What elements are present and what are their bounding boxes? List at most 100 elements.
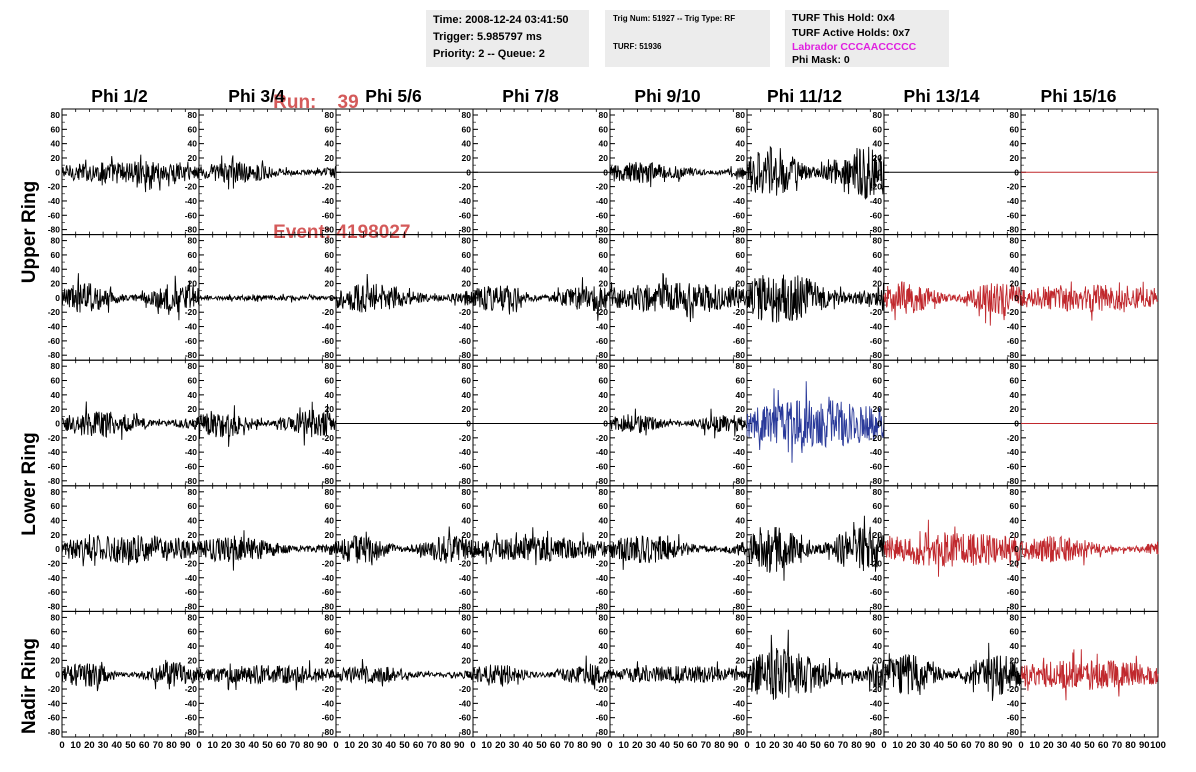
y-tick-label: -20 xyxy=(596,684,609,694)
y-tick-label: 20 xyxy=(1010,153,1020,163)
column-header-phi-15-16: Phi 15/16 xyxy=(1040,86,1117,106)
waveform-series xyxy=(746,381,885,463)
y-tick-label: 80 xyxy=(462,487,472,497)
y-tick-label: -80 xyxy=(1007,601,1020,611)
y-tick-label: 20 xyxy=(462,530,472,540)
x-tick-label: 50 xyxy=(399,740,410,751)
y-tick-label: -80 xyxy=(48,476,61,486)
y-tick-label: 40 xyxy=(51,264,61,274)
y-tick-label: -60 xyxy=(870,461,883,471)
y-tick-label: -80 xyxy=(322,476,335,486)
y-tick-label: -20 xyxy=(596,307,609,317)
y-tick-label: 40 xyxy=(873,641,883,651)
y-tick-label: 0 xyxy=(55,544,60,554)
y-tick-label: -20 xyxy=(733,307,746,317)
y-tick-label: -40 xyxy=(322,196,335,206)
y-tick-label: 60 xyxy=(599,501,609,511)
y-tick-label: 60 xyxy=(325,250,335,260)
y-tick-label: -80 xyxy=(185,476,198,486)
x-tick-label: 40 xyxy=(797,740,808,751)
y-tick-label: 0 xyxy=(329,670,334,680)
y-tick-label: -80 xyxy=(870,350,883,360)
y-tick-label: -40 xyxy=(48,196,61,206)
y-tick-label: 80 xyxy=(736,487,746,497)
y-tick-label: 40 xyxy=(736,641,746,651)
y-tick-label: -40 xyxy=(870,698,883,708)
waveform-series xyxy=(198,660,337,691)
x-tick-label: 0 xyxy=(1018,740,1023,751)
y-tick-label: 0 xyxy=(466,544,471,554)
x-tick-label: 40 xyxy=(1071,740,1082,751)
y-tick-label: 0 xyxy=(603,544,608,554)
y-tick-label: 80 xyxy=(325,612,335,622)
y-tick-label: -40 xyxy=(870,447,883,457)
y-tick-label: 80 xyxy=(51,110,61,120)
y-tick-label: -20 xyxy=(733,433,746,443)
y-tick-label: 40 xyxy=(873,264,883,274)
y-tick-label: -40 xyxy=(733,196,746,206)
y-tick-label: 60 xyxy=(51,501,61,511)
panel-r4-c4: 80 60 40 20 0 -20 -40 -60 -80 xyxy=(596,610,748,738)
y-tick-label: -20 xyxy=(733,558,746,568)
y-tick-label: 0 xyxy=(466,293,471,303)
y-tick-label: 40 xyxy=(462,139,472,149)
y-tick-label: 80 xyxy=(1010,110,1020,120)
run-line: Run: 39 xyxy=(252,64,410,142)
y-tick-label: -60 xyxy=(322,587,335,597)
panel-r0-c7: 80 60 40 20 0 -20 -40 -60 -80 xyxy=(1007,108,1159,236)
y-tick-label: -80 xyxy=(733,727,746,737)
y-tick-label: 80 xyxy=(599,487,609,497)
x-tick-label: 80 xyxy=(440,740,451,751)
y-tick-label: 40 xyxy=(188,515,198,525)
panel-r4-c3: 80 60 40 20 0 -20 -40 -60 -80 xyxy=(459,610,611,738)
waveform-series xyxy=(883,281,1022,326)
y-tick-label: 20 xyxy=(51,153,61,163)
phi-mask-text: Phi Mask: 0 xyxy=(792,54,850,66)
x-tick-label: 70 xyxy=(564,740,575,751)
y-tick-label: 80 xyxy=(736,236,746,246)
y-tick-label: -40 xyxy=(1007,573,1020,583)
panel-r0-c3: 80 60 40 20 0 -20 -40 -60 -80 xyxy=(459,108,611,236)
y-tick-label: 40 xyxy=(51,515,61,525)
y-tick-label: -40 xyxy=(185,698,198,708)
y-tick-label: -40 xyxy=(596,196,609,206)
y-tick-label: -60 xyxy=(185,461,198,471)
y-tick-label: -80 xyxy=(322,350,335,360)
y-tick-label: 0 xyxy=(740,419,745,429)
x-tick-label: 90 xyxy=(1139,740,1150,751)
time-text: Time: 2008-12-24 03:41:50 xyxy=(433,14,569,26)
y-tick-label: 0 xyxy=(877,167,882,177)
y-tick-label: -80 xyxy=(870,727,883,737)
x-tick-label: 40 xyxy=(386,740,397,751)
x-tick-label: 90 xyxy=(865,740,876,751)
y-tick-label: 20 xyxy=(325,530,335,540)
panel-r2-c5: 80 60 40 20 0 -20 -40 -60 -80 xyxy=(733,359,885,487)
y-tick-label: 80 xyxy=(1010,487,1020,497)
y-tick-label: -80 xyxy=(322,727,335,737)
y-tick-label: 60 xyxy=(736,501,746,511)
x-tick-label: 70 xyxy=(838,740,849,751)
x-tick-label: 50 xyxy=(125,740,136,751)
y-tick-label: 20 xyxy=(325,279,335,289)
y-tick-label: -20 xyxy=(459,433,472,443)
y-tick-label: 60 xyxy=(1010,250,1020,260)
panel-r3-c7: 80 60 40 20 0 -20 -40 -60 -80 xyxy=(1007,485,1159,612)
y-tick-label: -60 xyxy=(48,587,61,597)
y-tick-label: 40 xyxy=(1010,264,1020,274)
y-tick-label: -60 xyxy=(733,336,746,346)
y-tick-label: -80 xyxy=(596,225,609,235)
y-tick-label: 80 xyxy=(188,361,198,371)
x-tick-label: 80 xyxy=(303,740,314,751)
x-tick-label: 30 xyxy=(509,740,520,751)
y-tick-label: -80 xyxy=(1007,476,1020,486)
panel-r2-c7: 80 60 40 20 0 -20 -40 -60 -80 xyxy=(1007,359,1159,487)
y-tick-label: -60 xyxy=(185,210,198,220)
y-tick-label: 0 xyxy=(55,167,60,177)
waveform-series xyxy=(335,526,474,566)
x-tick-label: 40 xyxy=(660,740,671,751)
y-tick-label: 40 xyxy=(599,390,609,400)
y-tick-label: -60 xyxy=(459,587,472,597)
y-tick-label: -20 xyxy=(48,307,61,317)
x-tick-label: 50 xyxy=(673,740,684,751)
y-tick-label: -40 xyxy=(185,322,198,332)
